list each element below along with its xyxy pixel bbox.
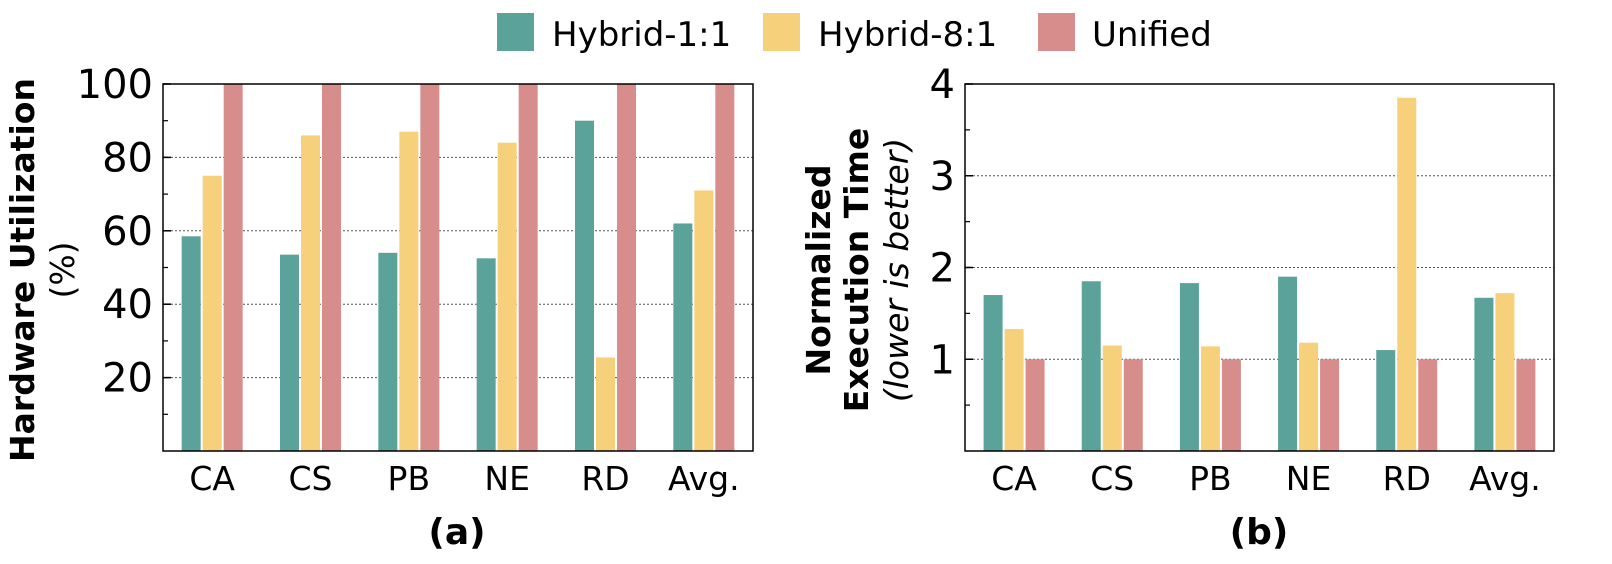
x-tick-label: NE [484, 459, 530, 498]
bar-hybrid-1-1-ne [1278, 276, 1298, 451]
bar-hybrid-1-1-avg [673, 223, 693, 451]
y-tick-label: 20 [102, 356, 153, 402]
bar-unified-ca [1025, 359, 1045, 451]
bar-hybrid-8-1-ne [497, 142, 517, 451]
legend-swatch-unified [1038, 13, 1075, 51]
panel-a-plot-area: 20 40 60 80 100 CA CS PB NE RD Avg. [77, 62, 754, 498]
panel-b-ylabel-line1: Normalized [799, 164, 838, 375]
bar-unified-avg [1516, 359, 1536, 451]
panel-b: Normalized Execution Time (lower is bett… [799, 62, 1555, 553]
x-tick-label: RD [1383, 459, 1431, 498]
legend-label-hybrid-1-1: Hybrid-1:1 [552, 15, 731, 55]
bar-hybrid-8-1-avg [694, 190, 714, 451]
bar-hybrid-1-1-ca [983, 295, 1003, 451]
bar-hybrid-1-1-pb [1179, 283, 1199, 451]
bar-hybrid-8-1-avg [1495, 293, 1515, 451]
bar-hybrid-1-1-pb [378, 252, 398, 451]
bar-hybrid-8-1-rd [596, 357, 615, 451]
bar-hybrid-1-1-avg [1474, 297, 1494, 451]
x-tick-label: CA [189, 459, 235, 498]
panel-b-ylabel-note: (lower is better) [877, 138, 916, 402]
bar-unified-cs [322, 84, 341, 451]
y-tick-label: 2 [930, 246, 955, 292]
bar-unified-ca [223, 84, 243, 451]
legend-swatch-hybrid-1-1 [497, 13, 534, 51]
bar-hybrid-1-1-ca [181, 236, 201, 451]
x-tick-label: Avg. [1469, 459, 1541, 498]
x-tick-label: CS [1090, 459, 1134, 498]
y-tick-label: 4 [930, 62, 955, 108]
bar-hybrid-8-1-pb [399, 131, 419, 451]
x-tick-label: RD [581, 459, 629, 498]
bar-unified-rd [1418, 359, 1438, 451]
panel-b-label: (b) [1230, 512, 1289, 553]
y-tick-label: 40 [102, 282, 153, 328]
plot-frame [162, 83, 754, 452]
bar-hybrid-1-1-rd [575, 120, 594, 451]
bar-unified-cs [1123, 359, 1143, 451]
legend-label-hybrid-8-1: Hybrid-8:1 [818, 15, 997, 55]
bar-unified-ne [1320, 359, 1340, 451]
bar-unified-rd [617, 84, 636, 451]
x-tick-label: PB [1189, 459, 1232, 498]
x-tick-label: Avg. [668, 459, 740, 498]
x-tick-label: CS [289, 459, 333, 498]
y-tick-label: 100 [77, 62, 153, 108]
y-tick-label: 1 [930, 337, 955, 383]
bar-hybrid-8-1-ne [1299, 342, 1319, 451]
bar-hybrid-8-1-ca [202, 175, 222, 451]
x-tick-label: NE [1286, 459, 1332, 498]
bar-hybrid-1-1-cs [1081, 281, 1101, 451]
bar-hybrid-1-1-cs [280, 254, 299, 451]
legend: Hybrid-1:1 Hybrid-8:1 Unified [497, 13, 1212, 55]
y-tick-label: 3 [930, 154, 955, 200]
panel-a-ylabel-unit: (%) [43, 241, 82, 298]
y-tick-label: 80 [102, 135, 153, 181]
bar-hybrid-8-1-pb [1200, 346, 1220, 451]
panel-b-ylabel-line2: Execution Time [837, 128, 876, 413]
bar-hybrid-8-1-rd [1397, 97, 1417, 451]
panel-a-label: (a) [428, 512, 485, 553]
legend-label-unified: Unified [1092, 15, 1212, 55]
panel-b-plot-area: 1 2 3 4 CA CS PB NE RD Avg. [930, 62, 1555, 498]
legend-swatch-hybrid-8-1 [763, 13, 800, 51]
bar-hybrid-8-1-ca [1004, 328, 1024, 451]
bar-hybrid-8-1-cs [1102, 345, 1122, 451]
bar-unified-avg [715, 84, 735, 451]
bar-unified-ne [518, 84, 538, 451]
panel-a-ylabel: Hardware Utilization [3, 78, 42, 462]
y-tick-label: 60 [102, 209, 153, 255]
bar-unified-pb [420, 84, 440, 451]
x-tick-label: PB [388, 459, 431, 498]
bar-unified-pb [1221, 359, 1241, 451]
x-tick-label: CA [991, 459, 1037, 498]
panel-a: Hardware Utilization (%) 20 40 60 80 100 CA CS… [3, 62, 754, 553]
bar-hybrid-8-1-cs [301, 135, 320, 451]
bar-hybrid-1-1-ne [476, 258, 496, 451]
bar-hybrid-1-1-rd [1376, 350, 1396, 451]
